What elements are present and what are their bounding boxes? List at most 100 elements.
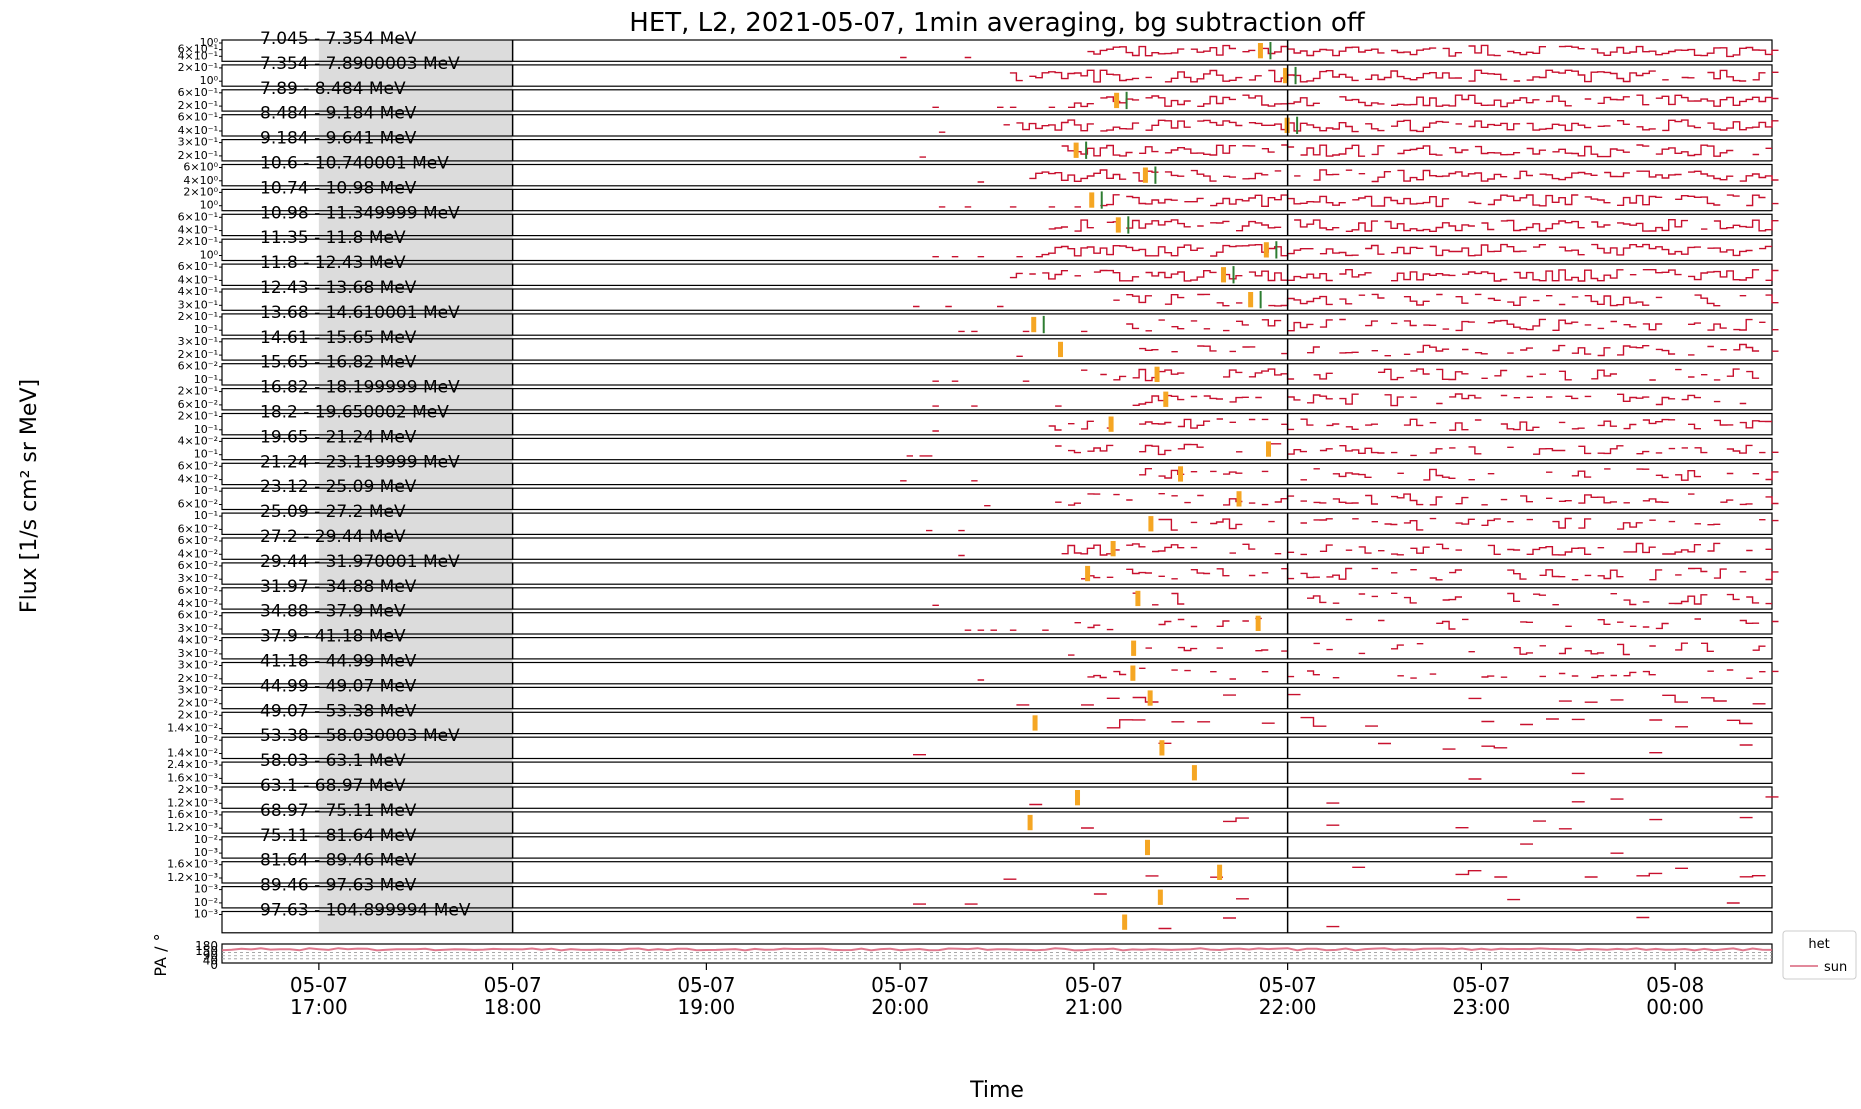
- y-tick-label: 2×10⁻¹: [178, 310, 218, 323]
- y-tick-label: 6×10⁻¹: [178, 210, 218, 223]
- y-tick-label: 6×10⁻¹: [178, 260, 218, 273]
- y-tick-label: 2×10⁻¹: [178, 385, 218, 398]
- pa-tick-label: 0: [210, 958, 218, 972]
- onset-marker: [1122, 914, 1128, 930]
- flux-trace: [913, 742, 1753, 756]
- flux-trace: [1016, 693, 1766, 706]
- y-tick-label: 1.2×10⁻³: [167, 796, 218, 809]
- x-axis-ticks: 05-0717:0005-0718:0005-0719:0005-0720:00…: [290, 963, 1704, 1019]
- channel-panel: 34.88 - 37.9 MeV 6×10⁻²3×10⁻²: [178, 602, 1779, 635]
- panel-frame: [221, 238, 1773, 262]
- channel-label: 29.44 - 31.970001 MeV: [260, 552, 460, 572]
- y-tick-label: 10⁰: [200, 74, 219, 87]
- flux-trace: [900, 468, 1779, 482]
- y-tick-label: 10⁻¹: [194, 373, 218, 386]
- channel-label: 37.9 - 41.18 MeV: [260, 627, 406, 647]
- onset-marker: [1236, 491, 1242, 507]
- channel-panel: 31.97 - 34.88 MeV 6×10⁻²4×10⁻²: [178, 577, 1773, 610]
- onset-marker: [1057, 341, 1063, 358]
- y-tick-label: 4×10⁻²: [178, 634, 218, 647]
- panel-frame: [221, 363, 1773, 386]
- panel-frame: [221, 861, 1773, 884]
- channel-label: 19.65 - 21.24 MeV: [260, 427, 417, 447]
- channel-panel: 53.38 - 58.030003 MeV 10⁻²1.4×10⁻²: [167, 726, 1773, 760]
- legend-entry-sun: sun: [1824, 960, 1847, 975]
- flux-trace: [932, 243, 1772, 258]
- y-tick-label: 4×10⁻¹: [178, 49, 218, 62]
- flux-trace: [1009, 269, 1779, 282]
- y-tick-label: 10⁻³: [194, 883, 218, 896]
- y-tick-label: 2.4×10⁻³: [167, 758, 218, 771]
- flux-trace: [964, 617, 1779, 631]
- channel-panel: 23.12 - 25.09 MeV 10⁻¹6×10⁻²: [178, 477, 1779, 511]
- y-tick-label: 6×10⁻²: [178, 522, 218, 535]
- onset-marker: [1031, 316, 1037, 333]
- chart-title: HET, L2, 2021-05-07, 1min averaging, bg …: [629, 8, 1365, 38]
- onset-marker: [1130, 665, 1136, 681]
- y-tick-label: 2×10⁻¹: [178, 61, 218, 74]
- y-tick-label: 2×10⁻³: [178, 783, 218, 796]
- y-tick-label: 1.4×10⁻²: [167, 722, 218, 735]
- pa-tick-label: 40: [203, 953, 218, 967]
- flux-trace: [984, 493, 1779, 507]
- channel-label: 44.99 - 49.07 MeV: [260, 676, 417, 696]
- flux-trace: [938, 194, 1779, 208]
- onset-marker: [1248, 292, 1254, 308]
- flux-trace: [958, 542, 1772, 557]
- y-tick-label: 6×10⁻¹: [178, 43, 218, 56]
- x-tick-date: 05-07: [871, 973, 929, 997]
- panel-frame: [221, 512, 1773, 535]
- panel-frame: [221, 412, 1773, 436]
- onset-marker: [1131, 640, 1137, 656]
- x-tick-date: 05-07: [484, 973, 542, 997]
- channel-label: 97.63 - 104.899994 MeV: [260, 901, 471, 921]
- panel-frame: [221, 836, 1773, 859]
- y-tick-label: 2×10⁻²: [178, 708, 218, 721]
- x-tick-time: 22:00: [1259, 995, 1317, 1019]
- flux-trace: [913, 893, 1740, 905]
- pa-tick-label: 90: [203, 949, 218, 963]
- flux-trace: [913, 293, 1779, 308]
- flux-trace: [1106, 716, 1753, 729]
- channel-label: 23.12 - 25.09 MeV: [260, 477, 417, 497]
- y-tick-label: 4×10⁰: [183, 174, 218, 187]
- channel-label: 63.1 - 68.97 MeV: [260, 776, 406, 796]
- y-tick-label: 6×10⁻²: [178, 498, 218, 511]
- x-tick-time: 19:00: [678, 995, 736, 1019]
- channel-panel: 29.44 - 31.970001 MeV 6×10⁻²3×10⁻²: [178, 552, 1779, 585]
- legend-title: het: [1808, 937, 1829, 952]
- onset-marker: [1085, 565, 1091, 582]
- flux-trace: [1016, 343, 1779, 357]
- legend: het sun: [1782, 930, 1857, 980]
- channel-label: 14.61 - 15.65 MeV: [260, 328, 417, 348]
- onset-marker: [1115, 217, 1121, 233]
- channel-panel: 15.65 - 16.82 MeV 6×10⁻²10⁻¹: [178, 353, 1773, 386]
- y-tick-label: 1.6×10⁻³: [167, 771, 218, 784]
- panel-frame: [221, 163, 1773, 187]
- x-tick-time: 23:00: [1453, 995, 1511, 1019]
- x-tick-time: 18:00: [484, 995, 542, 1019]
- pa-tick-label: 150: [195, 944, 218, 958]
- channel-panel: 63.1 - 68.97 MeV 2×10⁻³1.2×10⁻³: [167, 776, 1779, 809]
- channel-label: 31.97 - 34.88 MeV: [260, 577, 417, 597]
- y-tick-label: 10⁰: [200, 36, 219, 49]
- channel-panel: 12.43 - 13.68 MeV 4×10⁻¹3×10⁻¹: [178, 278, 1779, 311]
- channel-panel: 37.9 - 41.18 MeV 4×10⁻²3×10⁻²: [178, 627, 1773, 660]
- onset-marker: [1157, 889, 1163, 905]
- pa-trace: [221, 947, 1773, 952]
- y-tick-label: 2×10⁻²: [178, 672, 218, 685]
- panel-frame: [221, 636, 1773, 660]
- x-tick-date: 05-07: [677, 973, 735, 997]
- channel-label: 89.46 - 97.63 MeV: [260, 876, 417, 896]
- flux-trace: [900, 44, 1779, 59]
- y-tick-label: 4×10⁻²: [178, 434, 218, 447]
- channel-label: 11.35 - 11.8 MeV: [260, 228, 406, 248]
- channel-panel: 10.98 - 11.349999 MeV 6×10⁻¹4×10⁻¹: [178, 203, 1779, 237]
- onset-marker: [1148, 516, 1154, 532]
- y-tick-label: 3×10⁻²: [178, 647, 218, 660]
- channel-panel: 97.63 - 104.899994 MeV 10⁻³: [194, 901, 1773, 934]
- y-tick-label: 10⁻¹: [194, 448, 218, 461]
- panel-frame: [221, 338, 1773, 361]
- y-tick-label: 10⁻¹: [194, 484, 218, 497]
